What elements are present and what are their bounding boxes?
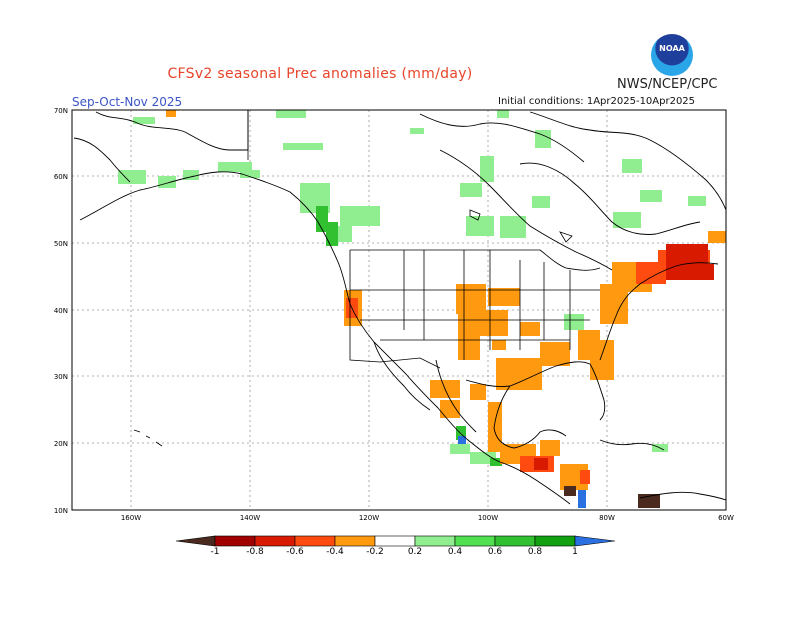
- map-frame: [71, 109, 727, 511]
- map-title: CFSv2 seasonal Prec anomalies (mm/day): [167, 66, 473, 82]
- colorbar-label: -0.8: [246, 547, 264, 557]
- colorbar-label: 0.4: [447, 547, 463, 557]
- colorbar-segment: [334, 535, 376, 547]
- colorbar-label: -0.6: [286, 547, 304, 557]
- lat-label: 60N: [54, 173, 68, 181]
- political-borders: [247, 110, 601, 369]
- season-label: Sep-Oct-Nov 2025: [72, 95, 183, 109]
- colorbar-segment: [494, 535, 536, 547]
- colorbar-segment: [534, 535, 576, 547]
- lat-label: 10N: [54, 507, 68, 515]
- colorbar-segment: [214, 535, 256, 547]
- initial-conditions-label: Initial conditions: 1Apr2025-10Apr2025: [498, 96, 696, 107]
- lon-label: 120W: [359, 514, 379, 522]
- colorbar-segment: [574, 535, 616, 547]
- lon-label: 140W: [240, 514, 260, 522]
- agency-label: NWS/NCEP/CPC: [617, 77, 718, 92]
- colorbar-label: -1: [210, 547, 220, 557]
- wet-anomaly-medium: [316, 206, 502, 466]
- latitude-labels: 70N 60N 50N 40N 30N 20N 10N: [54, 107, 68, 515]
- longitude-labels: 160W 140W 120W 100W 80W 60W: [121, 514, 734, 522]
- dry-anomaly-light: [166, 110, 726, 490]
- colorbar-segment: [414, 535, 456, 547]
- colorbar-segment: [374, 535, 416, 547]
- lat-label: 20N: [54, 440, 68, 448]
- colorbar-label: 0.6: [487, 547, 503, 557]
- noaa-logo-icon: NOAA: [651, 34, 693, 76]
- islands: [133, 209, 573, 447]
- lat-label: 50N: [54, 240, 68, 248]
- lon-label: 160W: [121, 514, 141, 522]
- colorbar-segment: [175, 535, 216, 547]
- wet-anomaly-strong: [458, 436, 586, 508]
- colorbar-segment: [294, 535, 336, 547]
- lon-label: 80W: [599, 514, 615, 522]
- lon-label: 60W: [718, 514, 734, 522]
- lat-label: 40N: [54, 307, 68, 315]
- colorbar-label: -0.4: [326, 547, 344, 557]
- lat-label: 30N: [54, 373, 68, 381]
- lon-label: 100W: [478, 514, 498, 522]
- coastlines: [73, 110, 726, 505]
- dry-anomaly-strong: [534, 244, 714, 470]
- colorbar-segment: [454, 535, 496, 547]
- colorbar-label: 0.2: [407, 547, 423, 557]
- lat-label: 70N: [54, 107, 68, 115]
- noaa-logo-text: NOAA: [659, 44, 685, 53]
- colorbar-label: 1: [572, 547, 578, 557]
- colorbar-label: -0.2: [366, 547, 384, 557]
- colorbar-label: 0.8: [527, 547, 543, 557]
- colorbar-segment: [254, 535, 296, 547]
